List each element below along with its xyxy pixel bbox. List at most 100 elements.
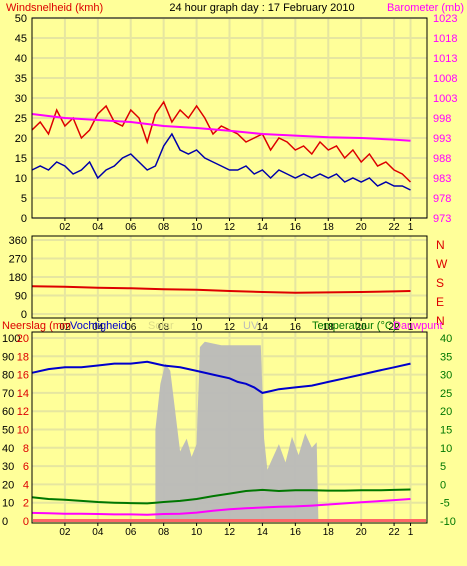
temp-y-tick-label: 10 [440,443,452,455]
temperature-axis-title: Temperatuur (°C) [312,320,396,332]
direction-y-tick-label: 180 [9,272,27,284]
wind-gust-line [31,132,411,191]
lower-panel-frame [31,331,428,524]
rain-y-tick-label: 14 [17,388,29,400]
wind-y-tick-label: 20 [15,133,27,145]
direction-y-tick-label: 90 [15,291,27,303]
direction-panel-x-tick-label: 10 [191,322,203,333]
humidity-y-tick-label: 70 [2,388,14,400]
direction-panel-x-tick-label: 02 [59,322,71,333]
temp-y-tick-label: 20 [440,406,452,418]
rain-y-tick-label: 16 [17,370,29,382]
wind-panel-x-tick-label: 18 [323,222,335,233]
lower-panel-x-tick-label: 08 [158,527,170,538]
lower-panel-x-tick-label: 18 [323,527,335,538]
lower-panel-x-tick-label: 06 [125,527,137,538]
wind-y-tick-label: 0 [21,213,27,225]
compass-label: N [436,238,445,252]
humidity-y-tick-label: 30 [2,461,14,473]
rain-y-tick-label: 18 [17,351,29,363]
wind-panel-x-tick-label: 06 [125,222,137,233]
temp-y-tick-label: 25 [440,388,452,400]
humidity-y-tick-label: 40 [2,443,14,455]
solar-area [155,341,319,521]
rain-y-tick-label: 0 [23,516,29,528]
baro-y-tick-label: 1003 [433,93,457,105]
rain-y-tick-label: 10 [17,425,29,437]
wind-y-tick-label: 15 [15,153,27,165]
humidity-y-tick-label: 20 [2,479,14,491]
rain-axis-title: Neerslag (mm [2,320,71,332]
direction-panel-x-tick-label: 04 [92,322,104,333]
rain-y-tick-label: 8 [23,443,29,455]
baro-y-tick-label: 1008 [433,73,457,85]
dewpoint-line [31,498,411,516]
lower-panel-x-tick-label: 1 [408,527,414,538]
wind-y-tick-label: 10 [15,173,27,185]
rain-y-tick-label: 4 [23,479,29,491]
lower-panel-x-tick-label: 12 [224,527,236,538]
baro-y-tick-label: 1023 [433,13,457,25]
wind-y-tick-label: 30 [15,93,27,105]
wind-panel-x-tick-label: 04 [92,222,104,233]
lower-panel-x-tick-label: 20 [356,527,368,538]
wind-panel-x-tick-label: 10 [191,222,203,233]
wind-panel-x-tick-label: 08 [158,222,170,233]
humidity-y-tick-label: 60 [2,406,14,418]
baro-y-tick-label: 993 [433,133,451,145]
wind-panel-frame [31,17,428,219]
baro-y-tick-label: 988 [433,153,451,165]
solar-axis-title: Solar [148,320,174,332]
compass-label: E [436,295,444,309]
humidity-y-tick-label: 100 [2,333,20,345]
humidity-y-tick-label: 80 [2,370,14,382]
temp-y-tick-label: 40 [440,333,452,345]
humidity-y-tick-label: 0 [2,516,8,528]
wind-y-tick-label: 40 [15,53,27,65]
humidity-y-tick-label: 50 [2,425,14,437]
temp-y-tick-label: 30 [440,370,452,382]
lower-panel-x-tick-label: 14 [257,527,269,538]
lower-panel-x-tick-label: 10 [191,527,203,538]
lower-panel-x-tick-label: 22 [389,527,401,538]
direction-panel-x-tick-label: 06 [125,322,137,333]
temp-y-tick-label: 5 [440,461,446,473]
baro-y-tick-label: 978 [433,193,451,205]
direction-y-tick-label: 270 [9,254,27,266]
baro-y-tick-label: 983 [433,173,451,185]
lower-panel-x-tick-label: 04 [92,527,104,538]
baro-y-tick-label: 998 [433,113,451,125]
direction-panel-x-tick-label: 12 [224,322,236,333]
left-axis-title: Windsnelheid (kmh) [6,2,103,14]
wind-panel-x-tick-label: 22 [389,222,401,233]
direction-panel-x-tick-label: 14 [257,322,269,333]
wind-y-tick-label: 50 [15,13,27,25]
humidity-y-tick-label: 90 [2,351,14,363]
humidity-axis-title: Vochtigheid [70,320,127,332]
wind-panel-x-tick-label: 16 [290,222,302,233]
rain-y-tick-label: 2 [23,498,29,510]
direction-panel-x-tick-label: 1 [408,322,414,333]
humidity-y-tick-label: 10 [2,498,14,510]
direction-panel-x-tick-label: 18 [323,322,335,333]
temperature-line [31,488,411,505]
temp-y-tick-label: 0 [440,479,446,491]
wind-y-tick-label: 35 [15,73,27,85]
wind-y-tick-label: 5 [21,193,27,205]
wind-panel-x-tick-label: 12 [224,222,236,233]
wind-panel-x-tick-label: 02 [59,222,71,233]
rain-y-tick-label: 20 [17,333,29,345]
direction-panel-frame [31,235,428,319]
rain-y-tick-label: 6 [23,461,29,473]
wind-panel-x-tick-label: 14 [257,222,269,233]
right-axis-title: Barometer (mb) [387,2,464,14]
wind-y-tick-label: 25 [15,113,27,125]
lower-panel-x-tick-label: 16 [290,527,302,538]
compass-label: W [436,257,448,271]
uv-axis-title: UV [243,320,259,332]
direction-panel-x-tick-label: 20 [356,322,368,333]
humidity-line [31,360,411,394]
baro-y-tick-label: 1018 [433,33,457,45]
